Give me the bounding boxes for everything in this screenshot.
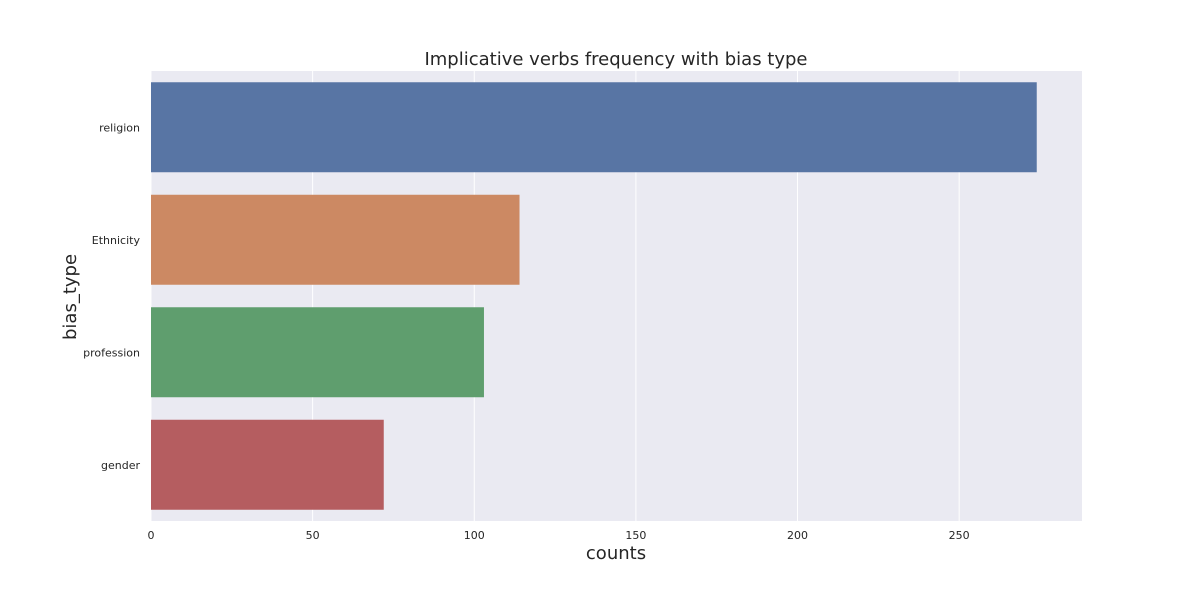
bar-profession [151, 307, 484, 398]
y-tick-label: Ethnicity [92, 234, 141, 247]
x-axis-label: counts [586, 543, 646, 564]
x-tick-labels: 0 50 100 150 200 250 [148, 529, 970, 542]
y-tick-label: gender [101, 459, 140, 472]
bar-ethnicity [151, 194, 520, 285]
bar-gender [151, 419, 384, 510]
y-tick-labels: religion Ethnicity profession gender [83, 121, 140, 472]
bars [151, 82, 1037, 510]
x-tick-label: 0 [148, 529, 155, 542]
x-tick-label: 250 [949, 529, 970, 542]
y-tick-label: profession [83, 346, 140, 359]
y-axis-label: bias_type [60, 254, 81, 340]
x-tick-label: 100 [464, 529, 485, 542]
bar-religion [151, 82, 1037, 173]
x-tick-label: 50 [306, 529, 320, 542]
y-tick-label: religion [99, 121, 140, 134]
chart-title: Implicative verbs frequency with bias ty… [424, 49, 807, 70]
x-tick-label: 200 [787, 529, 808, 542]
x-tick-label: 150 [625, 529, 646, 542]
